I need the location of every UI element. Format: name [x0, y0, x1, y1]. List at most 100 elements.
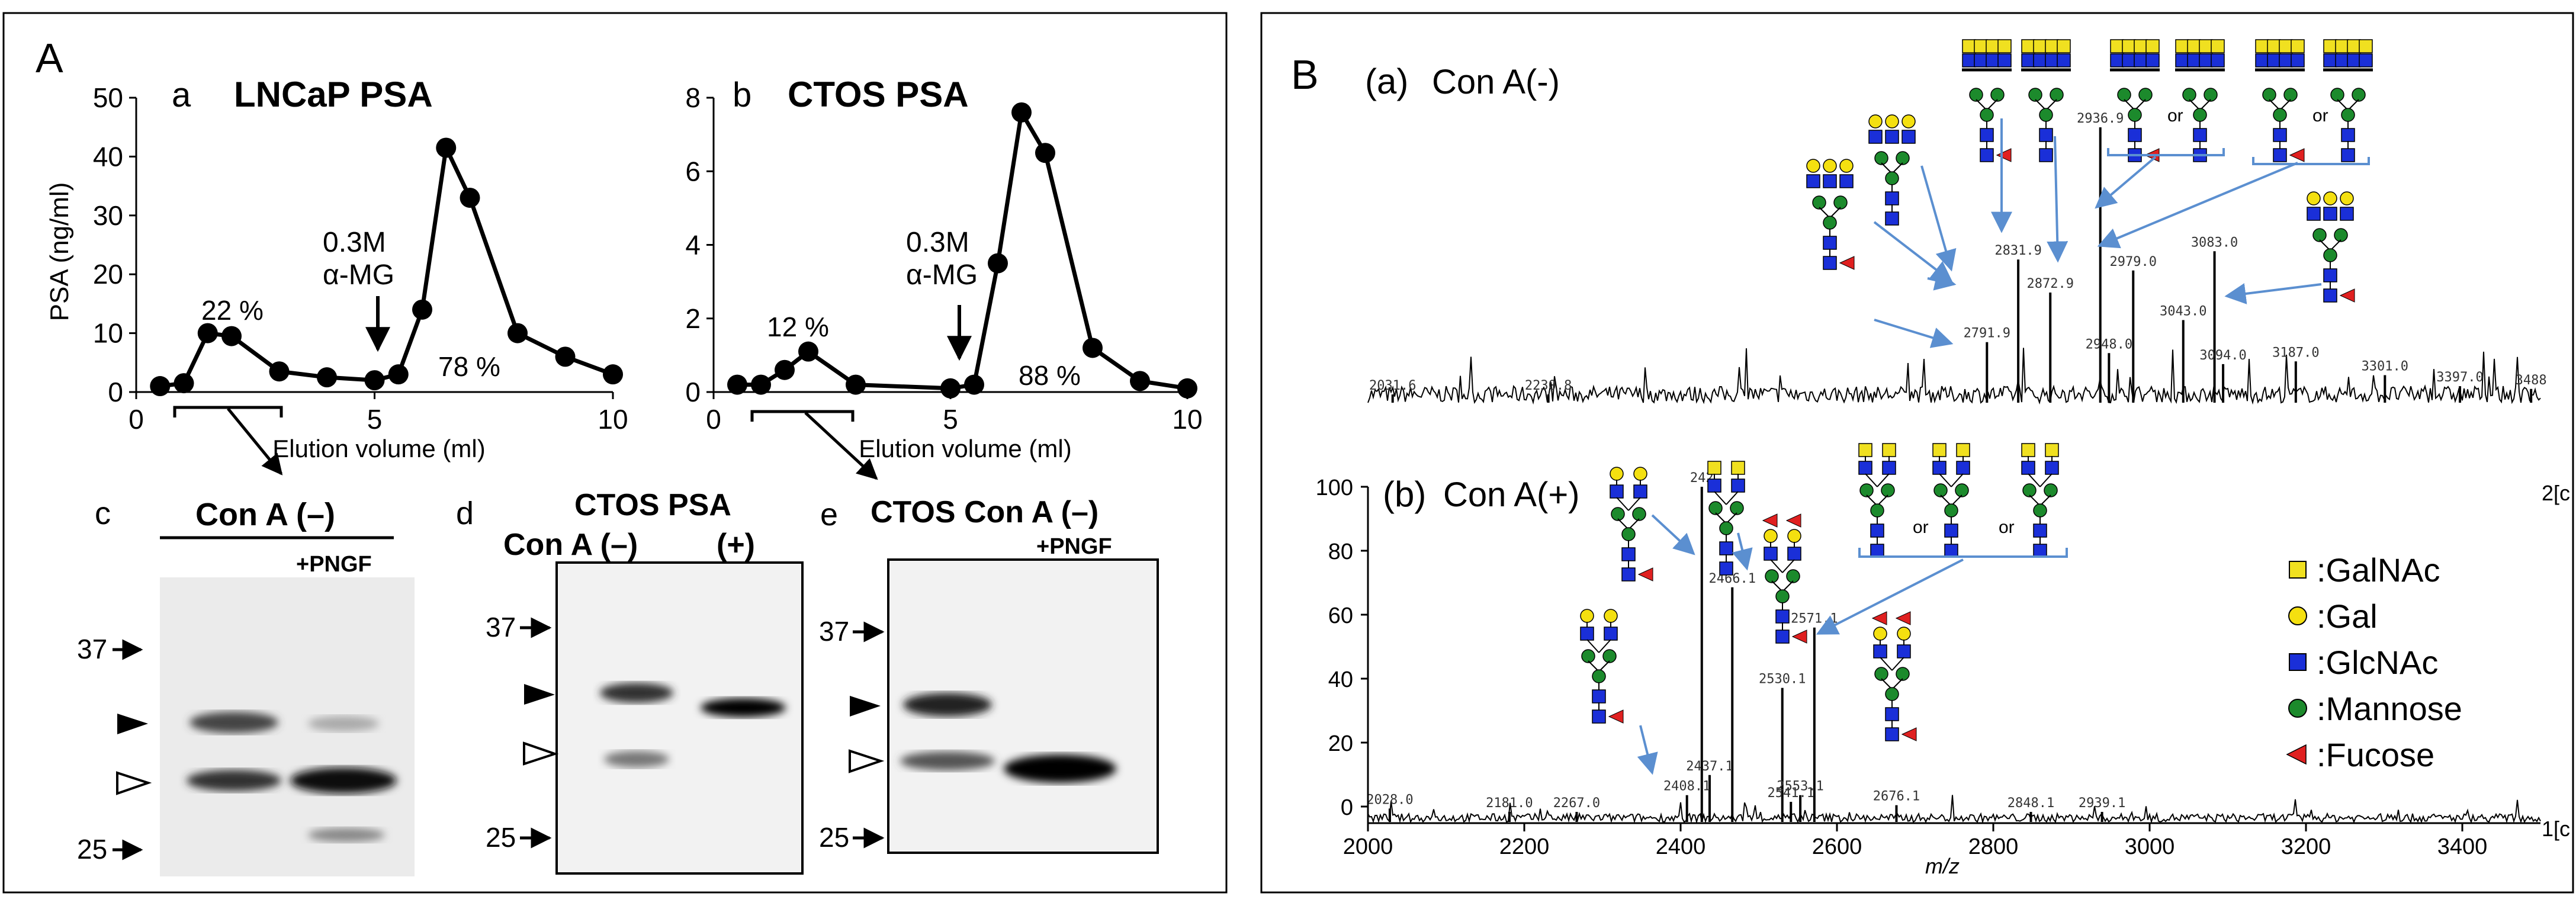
- spectrum-b-y-tick-label: 100: [1316, 476, 1353, 500]
- glycan-residue-circle: [1885, 114, 1899, 129]
- glycan-residue-square: [1823, 256, 1837, 270]
- deglycosylated-band-arrowhead-d: [523, 741, 559, 766]
- glycan-residue-square: [2134, 39, 2148, 53]
- chart-b-data-point: [1035, 143, 1055, 163]
- glycan-structure-a-top: [2110, 39, 2160, 162]
- glycan-structure-a-top: [2021, 39, 2071, 162]
- glycan-residue-square: [1932, 461, 1947, 475]
- glycan-structure-a-top: [2323, 39, 2373, 162]
- chart-a-data-point: [460, 187, 480, 208]
- glycan-residue-square: [2335, 39, 2349, 53]
- legend-label: :Mannose: [2317, 690, 2462, 727]
- spectrum-b-peak-label: 2530.1: [1759, 672, 1806, 687]
- glycan-residue-square: [2033, 544, 2047, 558]
- glycan-residue-square: [1944, 544, 1958, 558]
- chart-b-bound-pct: 88 %: [1019, 360, 1081, 391]
- glycan-residue-square: [1980, 128, 1994, 142]
- glycan-residue-square: [2145, 39, 2160, 53]
- glycan-residue-square: [2323, 53, 2337, 68]
- glycan-residue-circle: [1581, 649, 1595, 663]
- glycan-residue-square: [2255, 53, 2269, 68]
- spectrum-b-peak-label: 2267.0: [1553, 796, 1600, 811]
- chart-a-bound-pct: 78 %: [438, 351, 500, 382]
- glycan-residue-circle: [2044, 483, 2058, 497]
- glycan-residue-circle: [2273, 108, 2287, 122]
- glycan-residue-square: [1610, 484, 1624, 499]
- assignment-arrow-a: [1920, 165, 1957, 272]
- glycan-residue-circle: [2341, 108, 2355, 122]
- glycan-residue-square: [1944, 523, 1958, 538]
- chart-a-data-point: [388, 364, 409, 385]
- right-axis-label-bottom: 1[c: [2542, 817, 2570, 841]
- glycan-residue-square: [1974, 53, 1988, 68]
- spectrum-a-peak-label: 3488: [2516, 373, 2547, 388]
- chart-a-x-tick-label: 10: [598, 404, 628, 435]
- glycan-residue-circle: [1870, 503, 1884, 518]
- spectrum-b-x-tick-label: 2200: [1499, 834, 1550, 859]
- glycan-structures: or or or or: [1580, 39, 2373, 775]
- glycan-residue-circle: [2182, 88, 2196, 102]
- glycan-residue-square: [2211, 39, 2225, 53]
- chart-b-eluent-2: α-MG: [906, 259, 978, 291]
- glycan-residue-square: [2323, 39, 2337, 53]
- glycan-residue-square: [1592, 689, 1606, 704]
- blot-c-marker-37: 37: [77, 634, 107, 664]
- deglycosylated-band-arrowhead-c: [116, 771, 152, 795]
- glycan-residue-square: [1902, 130, 1916, 144]
- spectrum-b-y-tick-label: 60: [1328, 603, 1353, 628]
- glycan-residue-circle: [2340, 191, 2354, 205]
- glycan-structure-b: [1762, 513, 1807, 644]
- chart-b-y-tick-label: 8: [685, 82, 701, 113]
- chart-a-y-tick-label: 0: [108, 377, 123, 407]
- glycan-residue-circle: [1604, 609, 1618, 623]
- blot-c-band-lower-right: [290, 767, 397, 794]
- chart-b-data-point: [1130, 371, 1150, 391]
- glycan-residue-square: [1731, 461, 1745, 475]
- glycan-residue-circle: [1580, 609, 1594, 623]
- spectrum-b-title: Con A(+): [1443, 476, 1580, 514]
- glycan-residue-square: [1870, 544, 1884, 558]
- glycan-residue-square: [2267, 39, 2281, 53]
- blot-e-label: e: [820, 497, 838, 532]
- legend-entry-gal: :Gal: [2288, 598, 2378, 635]
- glycan-residue-circle: [1621, 527, 1636, 541]
- glycan-residue-square: [2021, 53, 2035, 68]
- chart-a-eluent-2: α-MG: [323, 259, 394, 291]
- glycan-residue-circle: [1944, 503, 1958, 518]
- glycan-residue-square: [2211, 53, 2225, 68]
- glycan-residue-square: [2021, 443, 2035, 457]
- chart-b-y-tick-label: 4: [685, 230, 701, 261]
- spectrum-b-peak-label: 2553.1: [1777, 779, 1823, 794]
- glycan-residue-square: [2175, 53, 2189, 68]
- glycan-residue-square: [2341, 128, 2355, 142]
- glycan-residue-circle: [2028, 88, 2042, 102]
- glycan-residue-square: [1956, 443, 1970, 457]
- glycan-linkage: [1877, 473, 1890, 487]
- spectrum-a-peak-label: 3187.0: [2272, 345, 2319, 360]
- glycan-residue-circle: [1602, 649, 1617, 663]
- legend-swatch: [2288, 606, 2307, 625]
- legend-entry-mannose: :Mannose: [2288, 690, 2462, 727]
- glycan-residue-circle: [2262, 88, 2276, 102]
- chart-b-eluent-1: 0.3M: [906, 227, 969, 258]
- glycan-residue-circle: [1868, 114, 1883, 129]
- blot-c-band-lower-left: [187, 770, 281, 791]
- glycan-residue-circle: [2022, 483, 2037, 497]
- glycan-residue-square: [2134, 53, 2148, 68]
- glycan-residue-square: [2110, 39, 2124, 53]
- blot-c: c Con A (–) +PNGF 37 25: [77, 496, 415, 876]
- spectrum-a-peak-label: 2831.9: [1994, 243, 2041, 258]
- blot-c-band-upper-right: [308, 716, 379, 731]
- glycan-residue-circle: [2283, 88, 2298, 102]
- chart-a-data-point: [364, 370, 385, 391]
- spectrum-b-peak-label: 2541.1: [1768, 786, 1814, 801]
- glycan-residue-square: [1997, 53, 2012, 68]
- glycan-structure-a-top: [2255, 39, 2305, 162]
- chart-a-data-point: [508, 323, 528, 343]
- glycan-structure-b: [1932, 443, 1970, 558]
- chart-b-y-tick-label: 2: [685, 303, 701, 334]
- chart-a-data-point: [555, 346, 576, 367]
- glycan-structure-a-mid: [1868, 114, 1916, 226]
- glycan-residue-square: [2359, 53, 2373, 68]
